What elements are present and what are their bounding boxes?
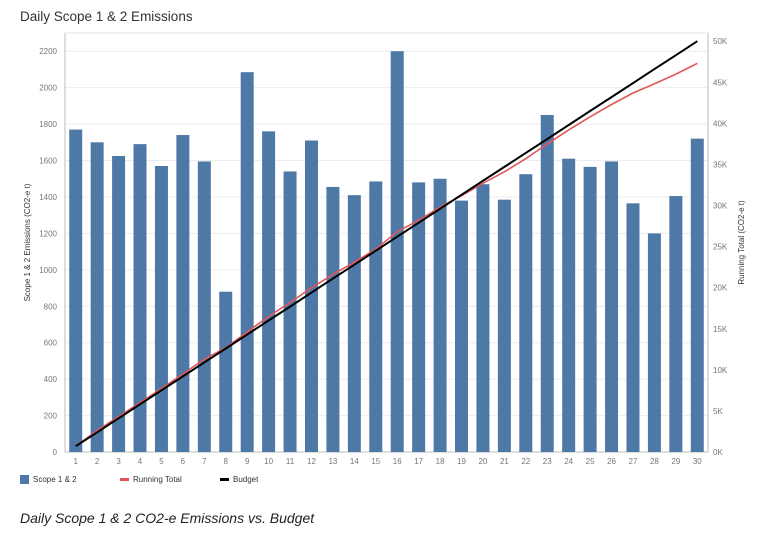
figure-caption: Daily Scope 1 & 2 CO2-e Emissions vs. Bu… xyxy=(20,510,315,526)
y2-tick-label: 0K xyxy=(713,448,723,457)
bar-day-28 xyxy=(647,233,661,452)
x-tick-label: 20 xyxy=(478,457,487,466)
x-tick-label: 21 xyxy=(500,457,509,466)
x-tick-label: 26 xyxy=(607,457,616,466)
y2-tick-label: 10K xyxy=(713,366,728,375)
bar-day-21 xyxy=(497,199,511,452)
bar-day-20 xyxy=(476,184,490,452)
y-tick-label: 1000 xyxy=(39,266,57,275)
bar-day-29 xyxy=(669,196,683,452)
y-axis-title: Scope 1 & 2 Emissions (CO2-e t) xyxy=(23,183,32,301)
x-tick-label: 28 xyxy=(650,457,659,466)
legend-item-scope[interactable]: Scope 1 & 2 xyxy=(20,475,77,484)
x-tick-label: 18 xyxy=(436,457,445,466)
legend-swatch-scope xyxy=(20,475,29,484)
x-tick-label: 25 xyxy=(586,457,595,466)
x-tick-label: 19 xyxy=(457,457,466,466)
y2-tick-label: 30K xyxy=(713,202,728,211)
x-tick-label: 5 xyxy=(159,457,164,466)
y-tick-label: 0 xyxy=(53,448,58,457)
x-tick-label: 10 xyxy=(264,457,273,466)
bar-day-1 xyxy=(69,129,83,452)
x-tick-label: 14 xyxy=(350,457,359,466)
bar-day-30 xyxy=(690,138,704,452)
y2-tick-label: 50K xyxy=(713,37,728,46)
y-tick-label: 2200 xyxy=(39,47,57,56)
bar-day-23 xyxy=(540,114,554,452)
running-total-line xyxy=(75,62,698,447)
bar-day-17 xyxy=(412,182,426,452)
bar-day-8 xyxy=(219,291,233,452)
bar-day-3 xyxy=(112,155,126,452)
x-tick-label: 11 xyxy=(286,457,295,466)
y2-tick-label: 45K xyxy=(713,78,728,87)
x-tick-label: 23 xyxy=(543,457,552,466)
y-tick-label: 600 xyxy=(44,339,58,348)
budget-line xyxy=(75,40,698,448)
y2-tick-label: 15K xyxy=(713,325,728,334)
legend-item-running-total[interactable]: Running Total xyxy=(120,475,182,484)
bar-day-24 xyxy=(562,158,576,452)
bar-day-26 xyxy=(605,161,619,452)
x-tick-label: 15 xyxy=(371,457,380,466)
x-tick-label: 17 xyxy=(414,457,423,466)
y-tick-label: 200 xyxy=(44,412,58,421)
x-tick-label: 30 xyxy=(693,457,702,466)
bar-day-2 xyxy=(90,142,104,452)
x-tick-label: 4 xyxy=(138,457,143,466)
x-tick-label: 13 xyxy=(328,457,337,466)
bar-day-16 xyxy=(390,51,404,452)
y-tick-label: 2000 xyxy=(39,84,57,93)
x-tick-label: 1 xyxy=(73,457,78,466)
bar-day-7 xyxy=(197,161,211,452)
x-tick-label: 16 xyxy=(393,457,402,466)
y-tick-label: 1800 xyxy=(39,120,57,129)
bar-day-11 xyxy=(283,171,297,452)
bar-day-18 xyxy=(433,178,447,452)
legend-label-budget: Budget xyxy=(233,475,259,484)
legend-label-running-total: Running Total xyxy=(133,475,182,484)
y2-tick-label: 5K xyxy=(713,407,723,416)
bar-day-14 xyxy=(347,195,361,453)
y-tick-label: 1400 xyxy=(39,193,57,202)
y2-axis-title: Running Total (CO2-e t) xyxy=(737,200,746,285)
bar-day-13 xyxy=(326,186,340,452)
bar-day-27 xyxy=(626,203,640,452)
y-tick-label: 1200 xyxy=(39,229,57,238)
y2-tick-label: 35K xyxy=(713,160,728,169)
x-tick-label: 24 xyxy=(564,457,573,466)
x-tick-label: 29 xyxy=(671,457,680,466)
bar-day-15 xyxy=(369,181,383,452)
y-tick-label: 1600 xyxy=(39,157,57,166)
y2-tick-label: 25K xyxy=(713,243,728,252)
legend-item-budget[interactable]: Budget xyxy=(220,475,258,484)
legend-swatch-running-total xyxy=(120,478,129,481)
x-tick-label: 3 xyxy=(116,457,121,466)
y2-tick-label: 20K xyxy=(713,284,728,293)
chart-area: 0200400600800100012001400160018002000220… xyxy=(23,32,746,466)
x-tick-label: 9 xyxy=(245,457,250,466)
bar-day-19 xyxy=(455,200,469,452)
chart-title: Daily Scope 1 & 2 Emissions xyxy=(20,9,193,24)
x-tick-label: 22 xyxy=(521,457,530,466)
y-tick-label: 400 xyxy=(44,375,58,384)
y-tick-label: 800 xyxy=(44,302,58,311)
bar-day-12 xyxy=(304,140,318,452)
x-tick-label: 2 xyxy=(95,457,100,466)
legend-label-scope: Scope 1 & 2 xyxy=(33,475,77,484)
legend-swatch-budget xyxy=(220,478,229,481)
y2-tick-label: 40K xyxy=(713,119,728,128)
bar-day-9 xyxy=(240,72,254,452)
x-tick-label: 6 xyxy=(181,457,186,466)
bar-day-10 xyxy=(262,131,276,453)
x-tick-label: 27 xyxy=(629,457,638,466)
bar-day-5 xyxy=(154,165,168,453)
bar-day-4 xyxy=(133,144,147,452)
x-tick-label: 8 xyxy=(224,457,229,466)
x-tick-label: 7 xyxy=(202,457,207,466)
bar-day-25 xyxy=(583,166,597,452)
x-tick-label: 12 xyxy=(307,457,316,466)
bar-day-6 xyxy=(176,135,190,452)
bar-day-22 xyxy=(519,174,533,452)
